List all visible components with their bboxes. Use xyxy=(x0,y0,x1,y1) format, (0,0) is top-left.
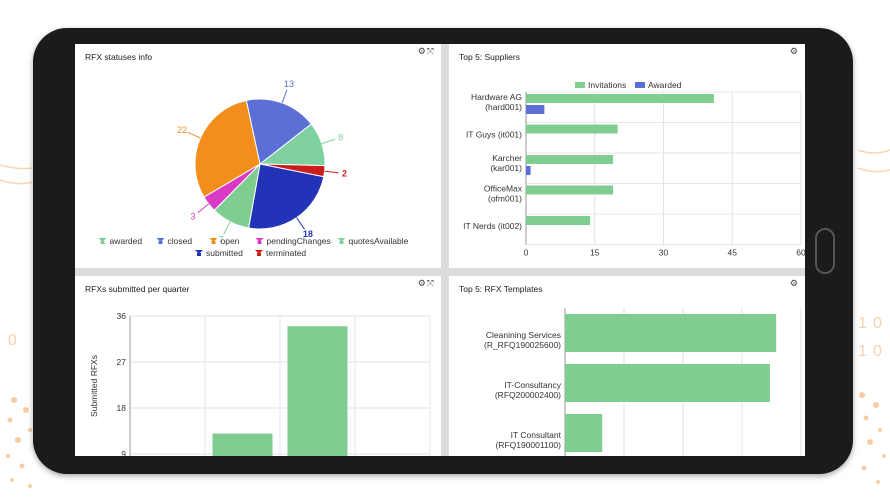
y-tick-label: Hardware AG xyxy=(471,92,522,102)
y-tick-label: 27 xyxy=(117,357,127,367)
legend-item-awarded: Awarded xyxy=(648,80,682,90)
statuses-pie-chart: 8 2 18 7 3 22 13 awarded closed open pendingChange… xyxy=(98,79,409,258)
y-tick-label: IT Guys (it001) xyxy=(466,130,522,140)
y-tick-label: (ofm001) xyxy=(488,194,522,204)
y-tick-label: (R_RFQ190025600) xyxy=(484,340,561,350)
bar-invitations xyxy=(526,185,614,195)
y-tick-label: 36 xyxy=(117,311,127,321)
x-tick-label: 30 xyxy=(659,248,669,258)
statuses-panel: RFX statuses info ⚙⤧ 8 2 18 7 3 22 13 awarded cl… xyxy=(75,44,441,268)
legend-marker-icon xyxy=(255,250,263,256)
legend-marker-icon xyxy=(195,250,203,256)
y-tick-label: IT Consultant xyxy=(511,430,562,440)
templates-panel: Top 5: RFX Templates ⚙ Cleanining Servic… xyxy=(449,276,805,456)
pie-slice-open xyxy=(194,99,261,198)
legend-item-open: open xyxy=(221,236,240,246)
y-tick-label: 9 xyxy=(121,449,126,456)
pie-leader-line xyxy=(296,217,305,230)
svg-text:0: 0 xyxy=(873,343,882,360)
pie-data-label: 3 xyxy=(191,211,196,221)
y-tick-label: 18 xyxy=(117,403,127,413)
y-axis-label: Submitted RFXs xyxy=(89,355,99,417)
legend-item-awarded: awarded xyxy=(110,236,143,246)
panel-title: Top 5: Suppliers xyxy=(459,52,520,62)
svg-text:1: 1 xyxy=(858,315,867,332)
pie-leader-line xyxy=(187,131,201,139)
quarter-panel: RFXs submitted per quarter ⚙⤧ 9 18 27 36 Sub… xyxy=(75,276,441,456)
y-tick-label: IT-Consultancy xyxy=(504,380,561,390)
y-tick-label: Cleanining Services xyxy=(486,330,561,340)
quarter-bar-chart: 9 18 27 36 Submitted RFXs xyxy=(89,311,431,456)
bar xyxy=(565,364,770,402)
legend-marker-icon xyxy=(209,238,218,244)
svg-text:0: 0 xyxy=(873,315,882,332)
legend-item-submitted: submitted xyxy=(206,248,243,258)
bar xyxy=(565,314,777,352)
y-tick-label: Karcher xyxy=(492,153,522,163)
legend-item-quotesavailable: quotesAvailable xyxy=(349,236,409,246)
pie-leader-line xyxy=(281,89,288,104)
svg-text:1: 1 xyxy=(858,343,867,360)
pie-data-label: 7 xyxy=(218,235,223,245)
pie-data-label: 22 xyxy=(177,125,187,135)
bar xyxy=(565,414,603,452)
panel-settings-icon[interactable]: ⚙⤧ xyxy=(417,46,435,56)
legend-item-invitations: Invitations xyxy=(588,80,626,90)
y-tick-label: OfficeMax xyxy=(484,184,523,194)
pie-leader-line xyxy=(197,203,210,214)
legend-marker-icon xyxy=(98,238,107,244)
legend-item-terminated: terminated xyxy=(266,248,306,258)
legend-marker-icon xyxy=(337,238,346,244)
panel-title: Top 5: RFX Templates xyxy=(459,284,543,294)
y-tick-label: (RFQ200002400) xyxy=(495,390,561,400)
suppliers-bar-chart: Invitations Awarded 0 15 30 45 60 Hardware AG(h… xyxy=(463,80,805,258)
legend-item-closed: closed xyxy=(168,236,193,246)
bar xyxy=(212,433,273,456)
y-tick-label: (RFQ190001100) xyxy=(495,440,561,450)
bar-awarded xyxy=(526,166,531,175)
legend-swatch-invitations xyxy=(575,82,585,88)
legend-swatch-awarded xyxy=(635,82,645,88)
suppliers-panel: Top 5: Suppliers ⚙ Invitations Awarded 0 15… xyxy=(449,44,805,268)
legend-marker-icon xyxy=(255,238,264,244)
x-tick-label: 45 xyxy=(728,248,738,258)
bar-awarded xyxy=(526,105,545,114)
y-tick-label: IT Nerds (it002) xyxy=(463,221,522,231)
legend-marker-icon xyxy=(156,238,165,244)
bar xyxy=(287,326,348,456)
bar-invitations xyxy=(526,155,614,164)
legend-item-pendingchanges: pendingChanges xyxy=(267,236,331,246)
panel-title: RFXs submitted per quarter xyxy=(85,284,190,294)
pie-slice-closed xyxy=(245,98,312,165)
bar-invitations xyxy=(526,94,714,103)
pie-leader-line xyxy=(223,221,231,235)
panel-settings-icon[interactable]: ⚙ xyxy=(789,46,799,56)
x-tick-label: 15 xyxy=(590,248,600,258)
x-tick-label: 0 xyxy=(524,248,529,258)
pie-leader-line xyxy=(324,170,339,174)
panel-settings-icon[interactable]: ⚙⤧ xyxy=(417,278,435,288)
pie-data-label: 13 xyxy=(284,79,294,89)
bar-invitations xyxy=(526,124,618,134)
y-tick-label: (kar001) xyxy=(490,163,522,173)
tablet-home-button xyxy=(815,228,835,274)
y-tick-label: (hard001) xyxy=(485,102,522,112)
pie-data-label: 18 xyxy=(303,229,313,239)
pie-slice-submitted xyxy=(248,163,325,230)
panel-settings-icon[interactable]: ⚙ xyxy=(789,278,799,288)
panel-title: RFX statuses info xyxy=(85,52,153,62)
bar-invitations xyxy=(526,216,591,225)
pie-leader-line xyxy=(321,138,336,145)
pie-data-label: 2 xyxy=(342,168,347,178)
x-tick-label: 60 xyxy=(796,248,805,258)
templates-bar-chart: Cleanining Services(R_RFQ190025600) IT-Co… xyxy=(484,308,802,456)
dashboard-screen: RFX statuses info ⚙⤧ 8 2 18 7 3 22 13 awarded cl… xyxy=(75,44,805,456)
pie-data-label: 8 xyxy=(338,132,343,142)
svg-text:0: 0 xyxy=(8,332,17,349)
